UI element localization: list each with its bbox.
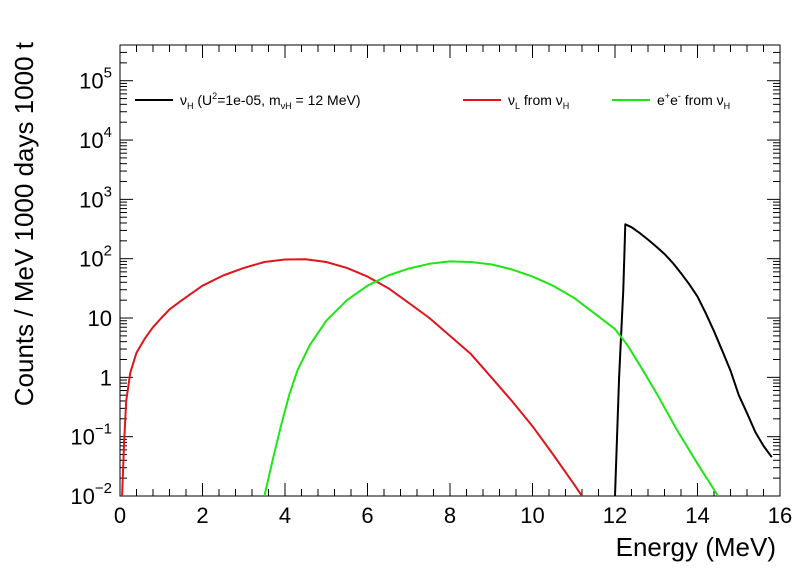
x-tick-label: 4 [279, 503, 291, 528]
y-tick-label: 103 [79, 183, 112, 212]
x-tick-labels: 0 2 4 6 8 10 12 14 16 [114, 503, 792, 528]
y-tick-label: 10 [88, 306, 112, 331]
x-tick-label: 8 [444, 503, 456, 528]
y-tick-label: 1 [100, 365, 112, 390]
y-tick-label: 104 [79, 124, 112, 153]
series-line-1 [614, 223, 773, 496]
x-tick-label: 0 [114, 503, 126, 528]
x-tick-label: 10 [520, 503, 544, 528]
y-tick-labels: 10−2 10−1 1 10 102 103 104 105 [70, 65, 112, 509]
x-axis-title: Energy (MeV) [616, 532, 776, 562]
y-tick-label: 10−2 [70, 480, 112, 509]
y-tick-label: 10−1 [70, 421, 112, 450]
legend: νH (U2=1e-05, mνH = 12 MeV) νL from νH e+e… [135, 91, 730, 111]
x-tick-label: 16 [768, 503, 792, 528]
legend-label-3: e+e- from νH [657, 91, 730, 111]
series-curves [121, 223, 773, 496]
series-line-3 [263, 260, 719, 496]
x-tick-label: 6 [361, 503, 373, 528]
y-tick-label: 105 [79, 65, 112, 94]
y-tick-label: 102 [79, 243, 112, 272]
x-tick-label: 2 [196, 503, 208, 528]
legend-label-2: νL from νH [508, 92, 569, 111]
legend-label-1: νH (U2=1e-05, mνH = 12 MeV) [180, 91, 361, 111]
x-tick-label: 14 [685, 503, 709, 528]
axis-ticks [119, 44, 781, 497]
y-axis-title: Counts / MeV 1000 days 1000 t [9, 41, 39, 406]
x-tick-label: 12 [603, 503, 627, 528]
series-line-2 [121, 258, 583, 496]
